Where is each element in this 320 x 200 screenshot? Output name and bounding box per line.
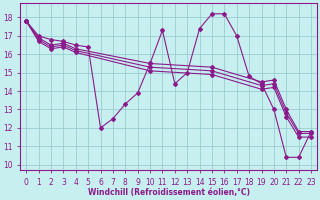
X-axis label: Windchill (Refroidissement éolien,°C): Windchill (Refroidissement éolien,°C)	[88, 188, 250, 197]
